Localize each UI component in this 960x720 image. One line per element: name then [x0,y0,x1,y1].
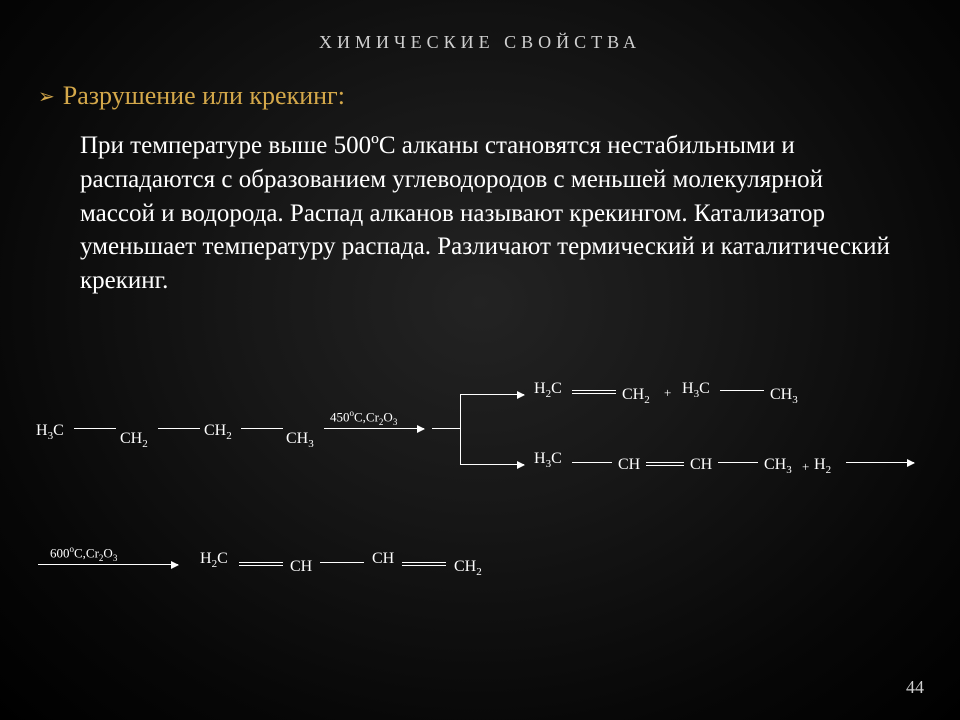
bond [572,462,612,463]
r1-c1: H3C [36,422,64,442]
plus-icon: + [664,385,671,401]
r1-bot-c4: CH3 [764,456,792,476]
slide-title: ХИМИЧЕСКИЕ СВОЙСТВА [0,0,960,53]
r2-c1: H2C [200,550,228,570]
arrow [38,564,178,565]
r1-c3: CH2 [204,422,232,442]
bond [320,562,364,563]
r1-bot-h2: H2 [814,456,831,476]
r1-c4: CH3 [286,430,314,450]
r1-top-b2: CH3 [770,386,798,406]
subtitle-row: ➢ Разрушение или крекинг: [38,81,960,111]
r1-bot-c1: H3C [534,450,562,470]
subtitle: Разрушение или крекинг: [63,81,345,111]
r2-c3: CH [372,550,394,568]
connector [432,428,460,429]
arrow [324,428,424,429]
arrow-bot [460,464,524,465]
body-text: При температуре выше 500ºС алканы станов… [80,129,900,298]
double-bond [239,562,283,563]
arrow-top [460,394,524,395]
arrow-continue [846,462,914,463]
r1-top-a2: CH2 [622,386,650,406]
r2-c4: CH2 [454,558,482,578]
r1-c2: CH2 [120,430,148,450]
bond [241,428,283,429]
r1-top-a1: H2C [534,380,562,400]
bond [158,428,200,429]
r1-bot-c2: CH [618,456,640,474]
double-bond [572,390,616,391]
slide: ХИМИЧЕСКИЕ СВОЙСТВА ➢ Разрушение или кре… [0,0,960,720]
bond [74,428,116,429]
r2-condition: 600oC,Cr2O3 [50,544,117,563]
r1-condition: 450oC,Cr2O3 [330,408,397,427]
r2-c2: CH [290,558,312,576]
double-bond [646,462,684,463]
bullet-icon: ➢ [38,84,55,109]
page-number: 44 [906,677,924,698]
bond [718,462,758,463]
bond [720,390,764,391]
plus-icon: + [802,459,809,475]
r1-bot-c3: CH [690,456,712,474]
double-bond [402,562,446,563]
r1-top-b1: H3C [682,380,710,400]
split-vertical [460,394,461,464]
